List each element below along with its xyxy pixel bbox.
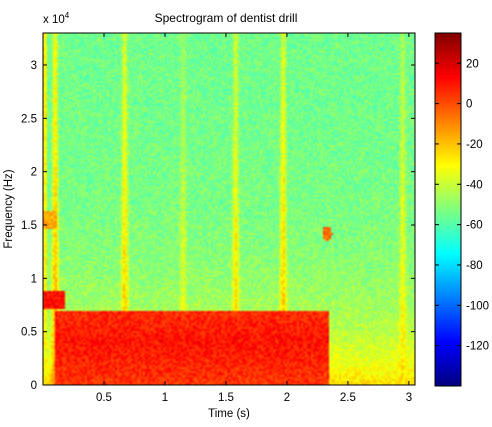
colorbar-tick-label: -100 bbox=[466, 300, 489, 312]
chart-title: Spectrogram of dentist drill bbox=[155, 11, 298, 25]
x-tick-label: 0.5 bbox=[96, 392, 112, 404]
colorbar: 20 0 -20 -40 -60 -80 -100 -120 bbox=[434, 32, 489, 387]
y-tick-label: 3 bbox=[31, 60, 37, 72]
spectrogram-image bbox=[43, 33, 415, 385]
colorbar-tick-label: -60 bbox=[466, 220, 483, 232]
x-tick-label: 2 bbox=[284, 392, 290, 404]
y-tick-label: 2.5 bbox=[21, 113, 37, 125]
colorbar-tick-label: 20 bbox=[466, 58, 479, 70]
x-axis: 0.5 1 1.5 2 2.5 3 bbox=[96, 33, 412, 404]
plot-area bbox=[42, 32, 416, 386]
y-tick-label: 1.5 bbox=[21, 220, 37, 232]
y-tick-label: 0 bbox=[31, 380, 37, 392]
x-tick-label: 3 bbox=[406, 392, 412, 404]
plot-frame bbox=[42, 32, 416, 386]
y-tick-label: 2 bbox=[31, 167, 37, 179]
colorbar-tick-label: -40 bbox=[466, 179, 483, 191]
colorbar-ticks: 20 0 -20 -40 -60 -80 -100 -120 bbox=[435, 58, 489, 353]
y-axis: 0 0.5 1 1.5 2 2.5 3 bbox=[21, 60, 415, 392]
x-tick-label: 1.5 bbox=[218, 392, 234, 404]
colorbar-frame bbox=[434, 32, 462, 387]
colorbar-tick-label: -80 bbox=[466, 260, 483, 272]
x-tick-label: 2.5 bbox=[340, 392, 356, 404]
x-tick-label: 1 bbox=[162, 392, 168, 404]
y-tick-label: 1 bbox=[31, 273, 37, 285]
y-exponent-label: x 104 bbox=[43, 11, 70, 26]
colorbar-tick-label: -20 bbox=[466, 139, 483, 151]
colorbar-gradient bbox=[435, 33, 461, 386]
y-axis-label: Frequency (Hz) bbox=[3, 169, 15, 248]
colorbar-tick-label: -120 bbox=[466, 341, 489, 353]
colorbar-tick-label: 0 bbox=[466, 99, 472, 111]
y-tick-label: 0.5 bbox=[21, 327, 37, 339]
x-axis-label: Time (s) bbox=[208, 408, 250, 420]
